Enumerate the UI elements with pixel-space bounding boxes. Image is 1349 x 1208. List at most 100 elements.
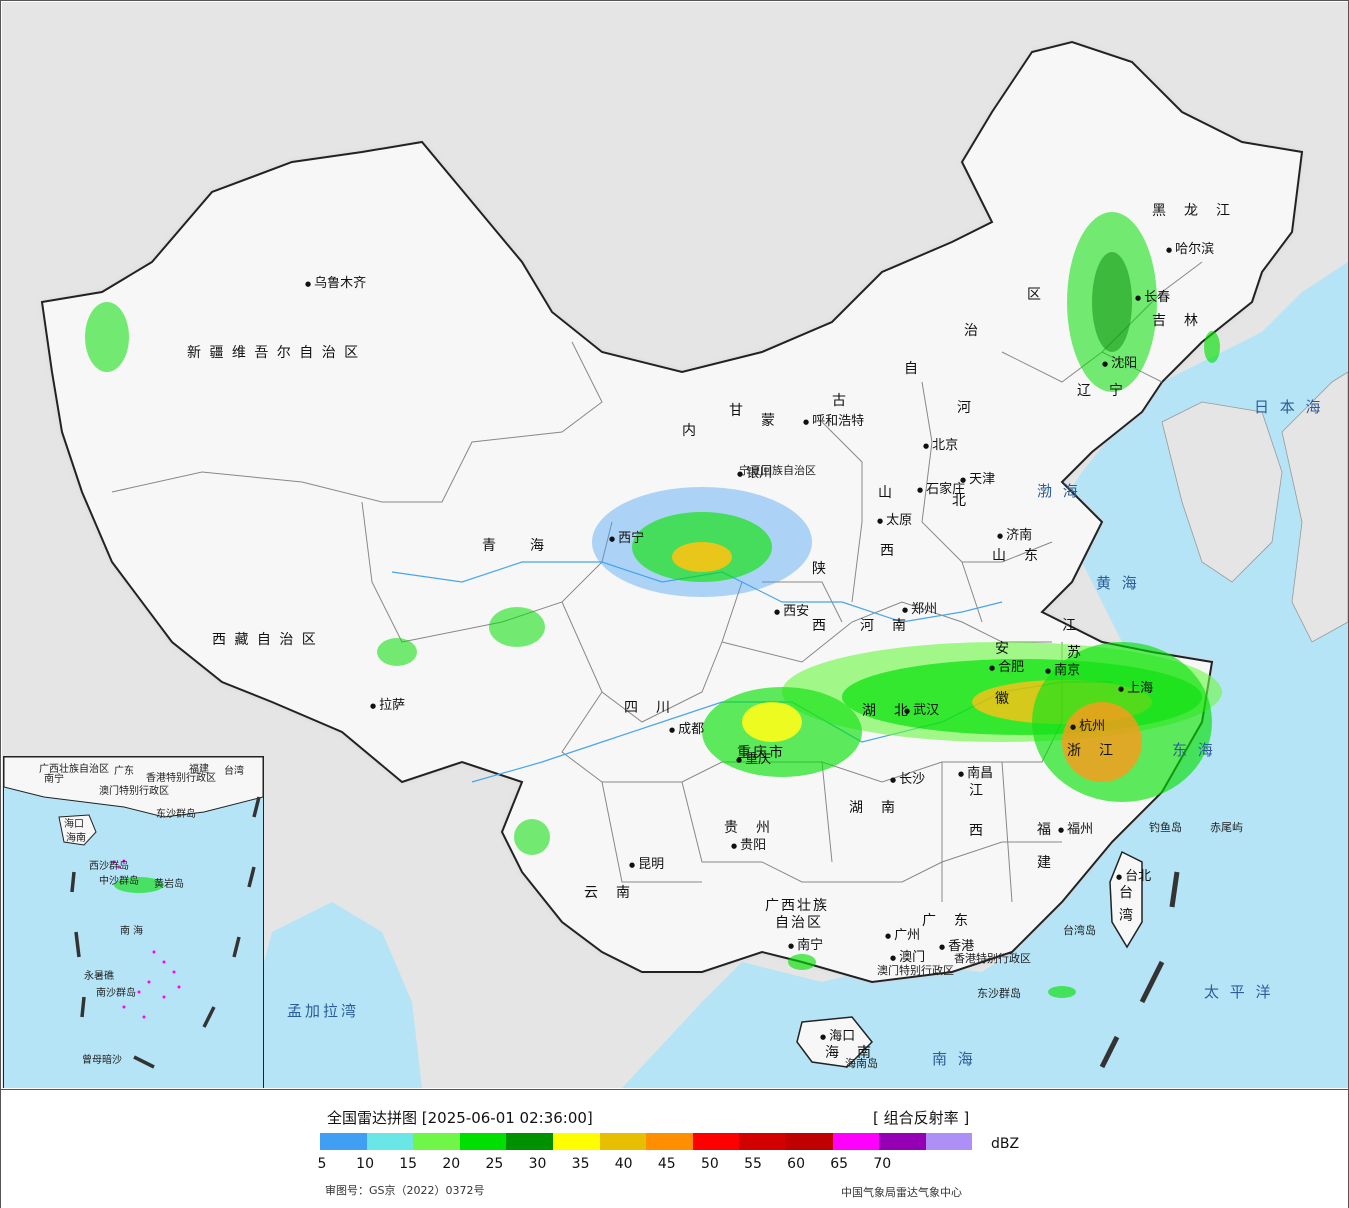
- scale-tick-11: 60: [787, 1156, 806, 1172]
- city-label-22: ● 南昌: [958, 762, 993, 781]
- legend-unit: dBZ: [991, 1136, 1020, 1152]
- province-label-11: 吉 林: [1152, 310, 1200, 330]
- city-label-20: ● 海口: [820, 1025, 855, 1044]
- province-label-text: 治: [964, 323, 980, 339]
- province-label-1: 西 藏 自 治 区: [212, 629, 318, 649]
- inset-label-8: 海南: [66, 829, 86, 844]
- city-label-text: 乌鲁木齐: [314, 276, 367, 291]
- province-label-38: 自治区: [775, 912, 823, 932]
- city-marker-icon: ●: [737, 469, 744, 478]
- province-label-35: 建: [1037, 852, 1053, 872]
- province-label-37: 广西壮族: [765, 895, 829, 915]
- city-label-text: 台北: [1125, 869, 1152, 884]
- province-label-33: 浙 江: [1067, 740, 1115, 760]
- province-label-text: 甘: [729, 403, 745, 419]
- province-label-text: 浙 江: [1067, 743, 1115, 759]
- province-label-text: 广 东: [922, 913, 970, 929]
- scale-swatch-10: [785, 1133, 833, 1150]
- city-label-11: ● 西安: [774, 600, 809, 619]
- city-label-8: ● 太原: [877, 509, 912, 528]
- inset-label-10: 西沙群岛: [89, 857, 129, 872]
- color-scale-ticks: 5 10 15 20 25 30 35 40 45 50 55 60 65 70: [1, 1156, 1001, 1174]
- city-label-text: 长沙: [899, 772, 926, 787]
- city-marker-icon: ●: [736, 755, 743, 764]
- sea-label-text: 渤 海: [1037, 482, 1081, 500]
- city-label-text: 澳门: [899, 950, 926, 965]
- city-label-text: 福州: [1067, 822, 1094, 837]
- city-label-text: 呼和浩特: [812, 414, 865, 429]
- sea-japan: [1281, 371, 1348, 643]
- province-label-5: 蒙: [761, 410, 777, 430]
- city-label-text: 太原: [886, 513, 913, 528]
- sea-label-text: 孟加拉湾: [287, 1002, 360, 1020]
- province-label-text: 黑 龙 江: [1152, 203, 1232, 219]
- province-label-36: 广 东: [922, 910, 970, 930]
- city-label-10: ● 郑州: [902, 598, 937, 617]
- legend-title: 全国雷达拼图 [2025-06-01 02:36:00]: [327, 1109, 593, 1127]
- city-marker-icon: ●: [958, 769, 965, 778]
- province-label-40: 台: [1119, 882, 1135, 902]
- province-label-10: 黑 龙 江: [1152, 200, 1232, 220]
- island-label-text: 澳门特别行政区: [877, 964, 954, 977]
- province-label-text: 云 南: [584, 885, 632, 901]
- province-label-12: 辽 宁: [1077, 380, 1125, 400]
- province-label-22: 苏: [1067, 642, 1083, 662]
- scale-swatch-1: [366, 1133, 414, 1150]
- taiwan-island: [1109, 850, 1143, 949]
- map-area[interactable]: 新 疆 维 吾 尔 自 治 区西 藏 自 治 区青 海甘内蒙古自治区黑 龙 江吉…: [2, 2, 1348, 1088]
- province-label-9: 区: [1027, 284, 1043, 304]
- province-label-text: 江: [1062, 618, 1078, 634]
- inset-label-text: 曾母暗沙: [82, 1055, 122, 1066]
- city-label-text: 上海: [1127, 681, 1154, 696]
- province-label-7: 自: [904, 358, 920, 378]
- city-marker-icon: ●: [923, 441, 930, 450]
- city-label-19: ● 香港: [939, 935, 974, 954]
- china-map: [40, 40, 1348, 1088]
- city-marker-icon: ●: [629, 860, 636, 869]
- province-label-text: 自: [904, 361, 920, 377]
- city-marker-icon: ●: [1166, 245, 1173, 254]
- city-label-text: 郑州: [911, 602, 938, 617]
- city-label-text: 北京: [932, 438, 959, 453]
- province-label-16: 西: [880, 540, 896, 560]
- province-label-25: 湖 北: [862, 700, 910, 720]
- province-label-26: 四 川: [624, 697, 672, 717]
- inset-label-text: 南宁: [44, 774, 64, 785]
- city-marker-icon: ●: [731, 841, 738, 850]
- city-marker-icon: ●: [890, 775, 897, 784]
- province-label-text: 陕: [812, 561, 828, 577]
- inset-label-9: 东沙群岛: [156, 805, 196, 820]
- scale-tick-5: 30: [528, 1156, 547, 1172]
- city-label-21: ● 长沙: [890, 768, 925, 787]
- city-label-text: 济南: [1006, 528, 1033, 543]
- city-marker-icon: ●: [1118, 684, 1125, 693]
- city-label-7: ● 石家庄: [917, 478, 965, 497]
- province-label-text: 新 疆 维 吾 尔 自 治 区: [187, 345, 361, 361]
- island-label-3: 东沙群岛: [977, 985, 1021, 1001]
- city-marker-icon: ●: [305, 279, 312, 288]
- island-label-text: 赤尾屿: [1210, 821, 1243, 834]
- scale-swatch-11: [832, 1133, 880, 1150]
- scale-tick-9: 50: [700, 1156, 719, 1172]
- city-label-2: ● 西宁: [609, 527, 644, 546]
- province-label-31: 江: [969, 780, 985, 800]
- inset-label-2: 福建: [189, 760, 209, 775]
- province-label-text: 北: [952, 493, 968, 509]
- city-marker-icon: ●: [989, 663, 996, 672]
- scale-swatch-9: [739, 1133, 786, 1150]
- city-label-text: 杭州: [1079, 719, 1106, 734]
- city-label-14: ● 贵阳: [731, 834, 766, 853]
- city-marker-icon: ●: [1070, 722, 1077, 731]
- inset-label-12: 黄岩岛: [154, 875, 184, 890]
- province-label-text: 江: [969, 783, 985, 799]
- sea-label-5: 南 海: [932, 1048, 976, 1069]
- province-label-4: 内: [682, 420, 698, 440]
- city-marker-icon: ●: [788, 941, 795, 950]
- province-label-19: 河 南: [860, 615, 908, 635]
- city-marker-icon: ●: [939, 942, 946, 951]
- city-label-31: ● 长春: [1135, 286, 1170, 305]
- province-label-18: 西: [812, 615, 828, 635]
- scale-tick-7: 40: [614, 1156, 633, 1172]
- province-label-2: 青 海: [482, 535, 546, 555]
- city-label-25: ● 杭州: [1070, 715, 1105, 734]
